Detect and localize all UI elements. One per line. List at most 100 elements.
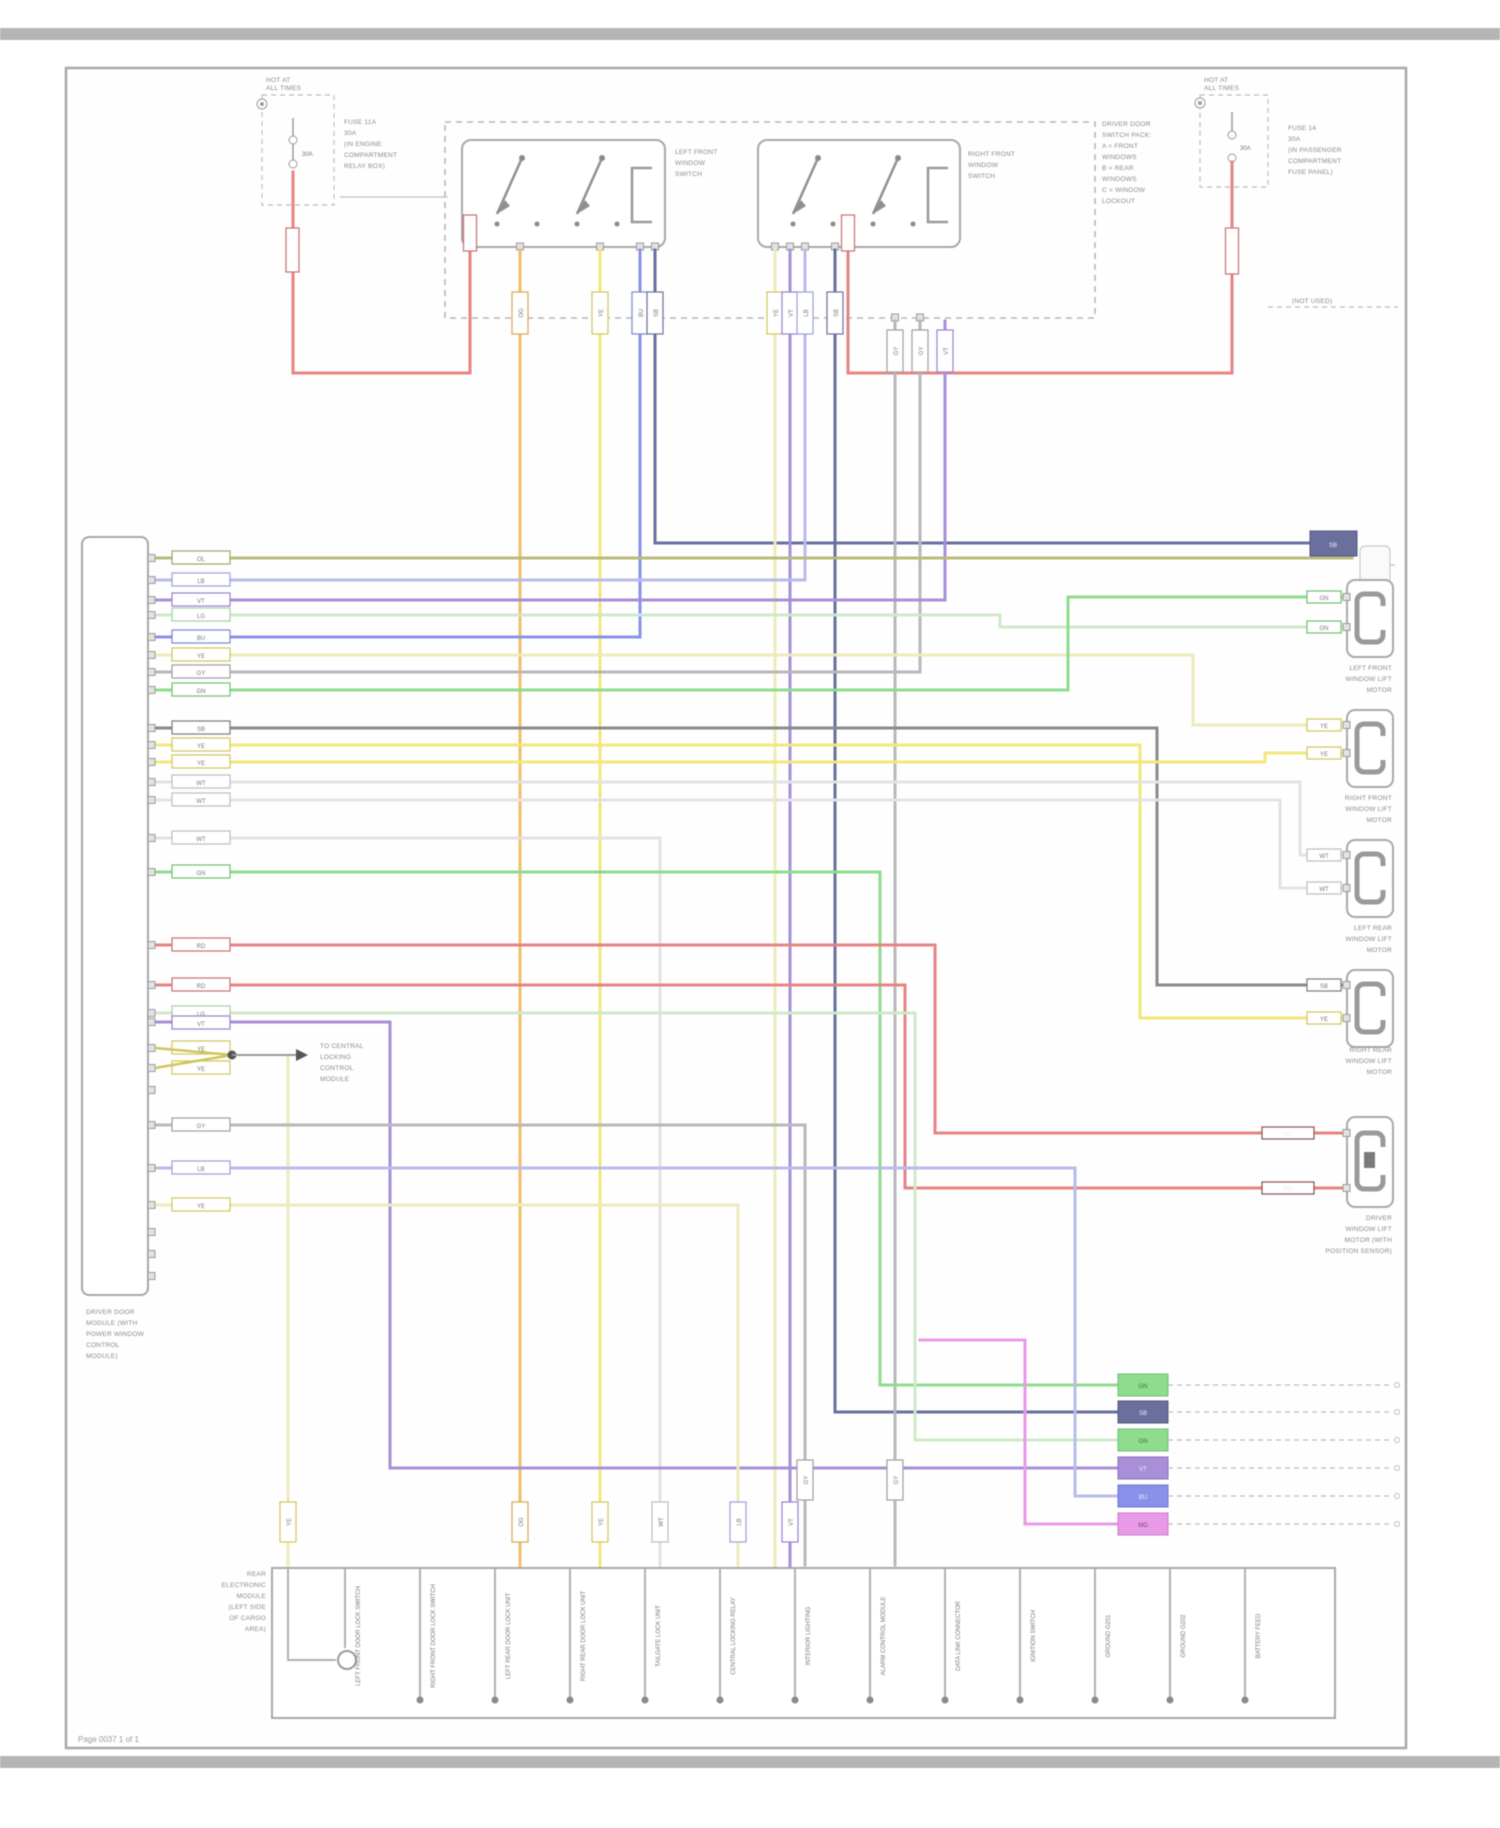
- svg-text:LB: LB: [737, 1518, 743, 1525]
- svg-text:YE: YE: [197, 1204, 205, 1210]
- svg-text:YE: YE: [197, 1067, 205, 1073]
- wire-green: [153, 595, 1349, 692]
- svg-text:RD: RD: [197, 944, 206, 950]
- rear-electronic-module: REAR ELECTRONIC MODULE (LEFT SIDE OF CAR…: [222, 1567, 1336, 1719]
- fuse-symbol-icon: [288, 135, 298, 145]
- cell-label: ALARM CONTROL MODULE: [881, 1597, 887, 1676]
- wire-yellow-3: [153, 751, 1349, 764]
- svg-text:30A: 30A: [1288, 136, 1301, 143]
- svg-text:BU: BU: [1139, 1495, 1147, 1501]
- svg-text:POWER WINDOW: POWER WINDOW: [86, 1331, 145, 1338]
- fuse-left-hot-2: ALL TIMES: [266, 85, 302, 92]
- svg-text:SWITCH: SWITCH: [675, 171, 702, 178]
- svg-text:WT: WT: [196, 799, 206, 805]
- position-sensor-icon: [1364, 1152, 1375, 1168]
- svg-text:CONTROL: CONTROL: [320, 1065, 354, 1072]
- motor-symbol-icon: [337, 1650, 357, 1670]
- cell-label: GROUND G202: [1181, 1614, 1187, 1658]
- svg-text:AREA): AREA): [245, 1626, 266, 1633]
- svg-text:RD: RD: [1284, 1187, 1293, 1193]
- svg-text:GN: GN: [197, 871, 206, 877]
- fuse-right-note: (NOT USED): [1292, 298, 1332, 305]
- svg-text:SB: SB: [1329, 543, 1337, 549]
- wire-magenta-stack: [918, 1338, 1120, 1526]
- wire-palegreen: [153, 613, 1349, 629]
- svg-text:MOTOR: MOTOR: [1367, 1069, 1392, 1076]
- wire-violet-stack: [153, 1020, 1120, 1470]
- svg-text:WT: WT: [1319, 854, 1329, 860]
- svg-text:OG: OG: [519, 308, 525, 318]
- svg-text:GY: GY: [894, 1476, 900, 1485]
- svg-text:WINDOW: WINDOW: [675, 160, 706, 167]
- svg-text:(IN PASSENGER: (IN PASSENGER: [1288, 147, 1342, 154]
- switch-arrow-icon: [873, 200, 886, 214]
- wire-darkgray: [153, 726, 1349, 987]
- svg-text:LEFT REAR: LEFT REAR: [1354, 925, 1392, 932]
- driver-door-module: OL LB VT LG BU YE GY GN SB YE YE WT WT W…: [81, 536, 231, 1360]
- svg-text:SB: SB: [1139, 1411, 1147, 1417]
- fuse-right-amp: 30A: [1240, 146, 1251, 152]
- cell-label: BATTERY FEED: [1256, 1613, 1262, 1658]
- svg-text:WT: WT: [196, 837, 206, 843]
- svg-text:YE: YE: [774, 309, 780, 317]
- svg-text:VT: VT: [789, 309, 795, 317]
- switch-arrow-icon: [793, 200, 806, 214]
- svg-text:LG: LG: [197, 1012, 205, 1018]
- svg-text:MODULE: MODULE: [320, 1076, 350, 1083]
- rear-module-box: [271, 1567, 1336, 1719]
- scan-band-top: [0, 28, 1500, 40]
- svg-text:WINDOW LIFT: WINDOW LIFT: [1345, 1058, 1392, 1065]
- svg-text:GY: GY: [919, 347, 925, 356]
- wire-red-motor-2: [153, 983, 1349, 1190]
- svg-text:VT: VT: [197, 1022, 205, 1028]
- cell-label: DATA LINK CONNECTOR: [956, 1600, 962, 1671]
- svg-text:GY: GY: [197, 671, 206, 677]
- window-switch-2: [757, 139, 961, 248]
- switch-arrow-icon: [577, 200, 590, 214]
- wire-gray-drop-2: [153, 1123, 807, 1567]
- module-wire-codes: OL LB VT LG BU YE GY GN SB YE YE WT WT W…: [171, 550, 231, 1212]
- svg-text:GN: GN: [1139, 1439, 1148, 1445]
- fuse-right-label: FUSE 14: [1288, 125, 1316, 132]
- wire-gray: [153, 319, 922, 674]
- motor-right-rear: SB YE RIGHT REAR WINDOW LIFT MOTOR: [1306, 969, 1394, 1076]
- svg-text:YE: YE: [1320, 1017, 1328, 1023]
- svg-text:WINDOW LIFT: WINDOW LIFT: [1345, 936, 1392, 943]
- svg-text:A = FRONT: A = FRONT: [1102, 143, 1138, 150]
- module-label: DRIVER DOOR: [86, 1309, 135, 1316]
- switch-2-label: RIGHT FRONT: [968, 151, 1015, 158]
- svg-text:LB: LB: [804, 309, 810, 316]
- svg-text:GN: GN: [1320, 626, 1329, 632]
- page-watermark: Page 0037 1 of 1: [78, 1735, 139, 1744]
- svg-text:OL: OL: [197, 557, 206, 563]
- svg-text:OF CARGO: OF CARGO: [229, 1615, 266, 1622]
- svg-text:B = REAR: B = REAR: [1102, 165, 1134, 172]
- switch-panel-label: DRIVER DOOR: [1102, 121, 1151, 128]
- svg-text:SB: SB: [834, 309, 840, 317]
- svg-text:GN: GN: [1320, 596, 1329, 602]
- svg-text:VT: VT: [789, 1518, 795, 1526]
- rear-module-cells: LEFT FRONT DOOR LOCK SWITCH RIGHT FRONT …: [356, 1584, 1262, 1688]
- switch-1-label: LEFT FRONT: [675, 149, 718, 156]
- svg-text:MOTOR (WITH: MOTOR (WITH: [1345, 1237, 1393, 1244]
- svg-text:GY: GY: [894, 347, 900, 356]
- svg-text:LEFT FRONT: LEFT FRONT: [1349, 665, 1392, 672]
- svg-text:YE: YE: [287, 1518, 293, 1526]
- splice-component: TO CENTRAL LOCKING CONTROL MODULE: [154, 1043, 364, 1083]
- svg-text:COMPARTMENT: COMPARTMENT: [344, 152, 397, 159]
- fuse-left-box: [261, 94, 335, 206]
- svg-text:LOCKOUT: LOCKOUT: [1102, 198, 1135, 205]
- svg-text:LB: LB: [197, 1167, 204, 1173]
- driver-door-module-box: [81, 536, 149, 1296]
- fuse-right: HOT AT ALL TIMES 30A FUSE 14 30A (IN PAS…: [1194, 77, 1398, 308]
- svg-text:MOTOR: MOTOR: [1367, 687, 1392, 694]
- svg-text:RELAY BOX): RELAY BOX): [344, 163, 385, 170]
- svg-text:GN: GN: [1139, 1384, 1148, 1390]
- wires: [153, 160, 1354, 1570]
- svg-text:WINDOW LIFT: WINDOW LIFT: [1345, 1226, 1392, 1233]
- svg-text:LOCKING: LOCKING: [320, 1054, 351, 1061]
- svg-text:YE: YE: [1320, 752, 1328, 758]
- svg-text:(LEFT SIDE: (LEFT SIDE: [229, 1604, 267, 1611]
- wire-paleyellow: [153, 653, 1349, 727]
- svg-text:SB: SB: [197, 727, 205, 733]
